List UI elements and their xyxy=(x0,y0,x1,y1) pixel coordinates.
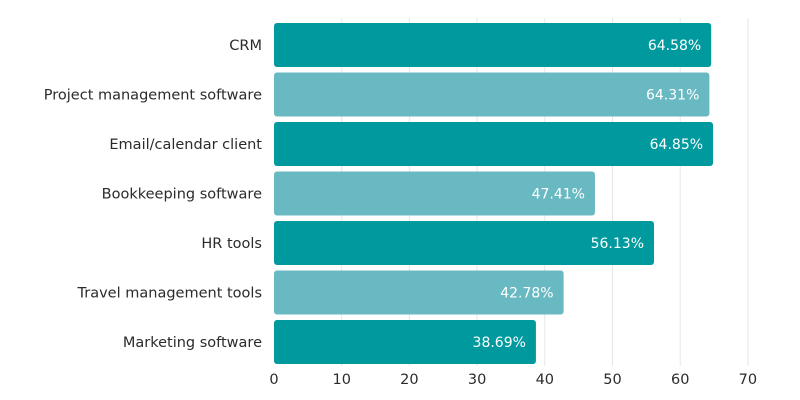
x-axis-ticks: 0 10 20 30 40 50 60 70 xyxy=(269,372,757,388)
category-label: Marketing software xyxy=(123,335,262,351)
category-label: Email/calendar client xyxy=(109,137,262,153)
bar xyxy=(274,122,714,166)
bar xyxy=(274,270,564,315)
x-tick-label: 70 xyxy=(739,372,757,388)
bar-value-label: 38.69% xyxy=(473,335,526,351)
x-tick-label: 60 xyxy=(671,372,689,388)
x-tick-label: 10 xyxy=(332,372,350,388)
bar-value-label: 64.58% xyxy=(648,38,701,54)
x-tick-label: 0 xyxy=(269,372,278,388)
category-labels: CRM Project management software Email/cale… xyxy=(44,38,263,351)
category-label: HR tools xyxy=(201,236,262,252)
x-tick-label: 50 xyxy=(603,372,621,388)
category-label: Bookkeeping software xyxy=(102,187,262,203)
bar xyxy=(274,72,710,117)
x-tick-label: 30 xyxy=(468,372,486,388)
bar-value-label: 64.85% xyxy=(650,137,703,153)
bar-value-label: 42.78% xyxy=(500,286,553,302)
x-tick-label: 40 xyxy=(536,372,554,388)
bar xyxy=(274,221,655,265)
category-label: CRM xyxy=(229,38,262,54)
bar-value-label: 64.31% xyxy=(646,88,699,104)
category-label: Project management software xyxy=(44,88,262,104)
category-label: Travel management tools xyxy=(77,286,262,302)
bars xyxy=(274,23,714,364)
bar xyxy=(274,23,712,67)
bar xyxy=(274,171,595,216)
bar xyxy=(274,320,536,364)
bar-value-label: 56.13% xyxy=(591,236,644,252)
bar-value-labels: 64.58% 64.31% 64.85% 47.41% 56.13% 42.78% 38.6… xyxy=(473,38,703,351)
bar-value-label: 47.41% xyxy=(532,187,585,203)
x-tick-label: 20 xyxy=(400,372,418,388)
